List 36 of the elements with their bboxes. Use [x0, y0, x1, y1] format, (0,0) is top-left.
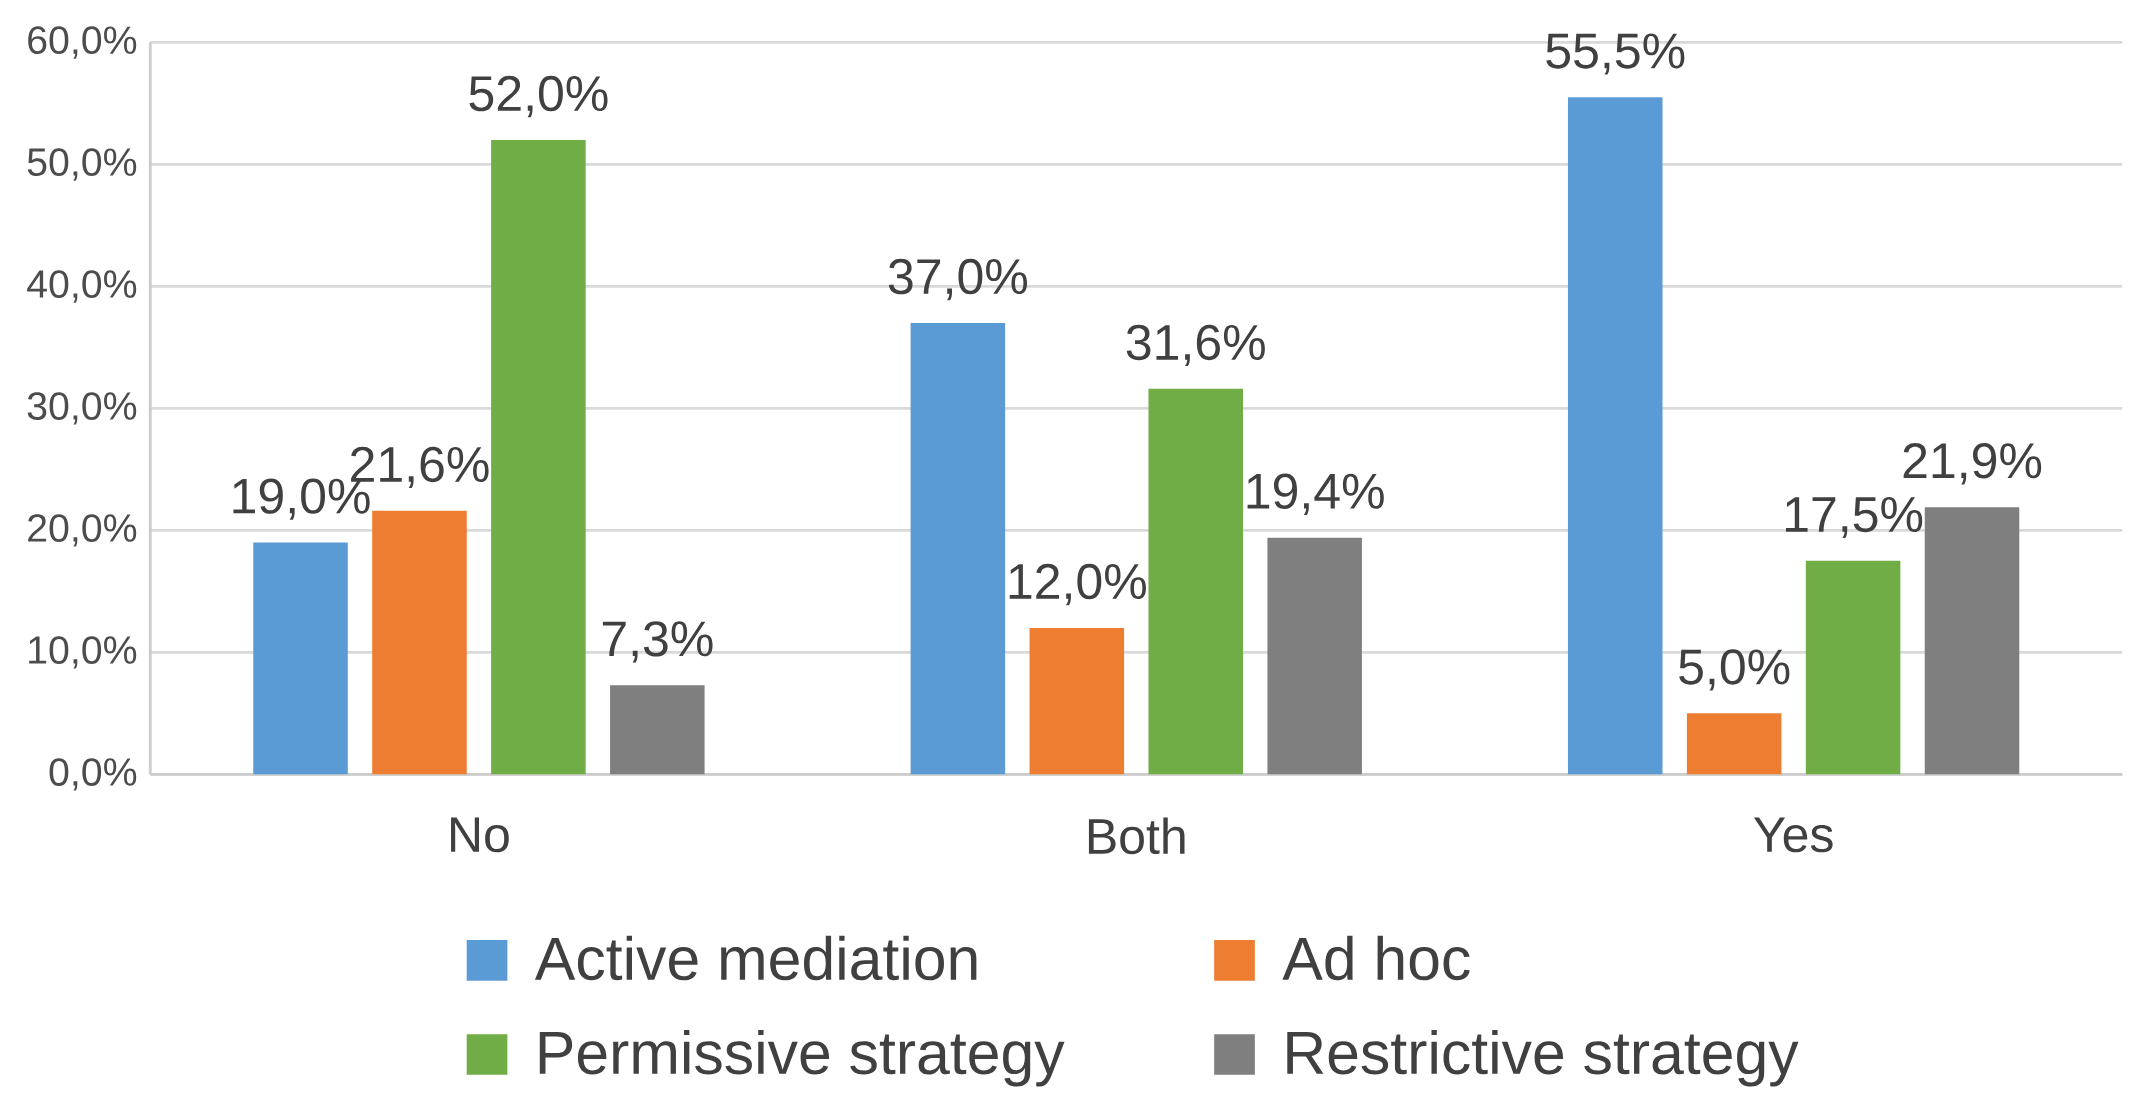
- data-label: 21,9%: [1903, 443, 2042, 485]
- x-tick-label: Both: [1088, 817, 1185, 855]
- bar: [910, 323, 1006, 775]
- y-tick-label: 20,0%: [28, 514, 137, 547]
- legend-label: Ad hoc: [1282, 935, 1470, 981]
- bar: [610, 685, 705, 775]
- data-label: 55,5%: [1546, 33, 1685, 75]
- data-label: 12,0%: [1009, 563, 1146, 606]
- bar: [1029, 628, 1125, 775]
- data-label: 7,3%: [602, 621, 713, 663]
- bar: [253, 542, 348, 775]
- bar: [1267, 537, 1362, 775]
- y-tick-label: 30,0%: [27, 392, 137, 425]
- data-label: 37,0%: [888, 258, 1027, 301]
- bar: [1805, 560, 1901, 775]
- bar: [1924, 507, 2020, 775]
- bar: [1148, 388, 1244, 775]
- data-label: 52,0%: [469, 75, 608, 118]
- data-label: 31,6%: [1126, 324, 1265, 367]
- bar: [1567, 97, 1663, 775]
- data-label: 17,5%: [1785, 497, 1923, 539]
- bar: [491, 140, 586, 775]
- legend-label: Permissive strategy: [539, 1029, 1065, 1087]
- x-tick-label: Yes: [1753, 817, 1833, 853]
- bar: [1686, 713, 1782, 775]
- y-tick-label: 10,0%: [29, 636, 137, 669]
- y-tick-label: 50,0%: [27, 148, 137, 181]
- y-tick-label: 0,0%: [49, 758, 137, 791]
- y-tick-label: 40,0%: [27, 270, 137, 303]
- bar: [372, 510, 467, 775]
- legend-label: Restrictive strategy: [1287, 1029, 1799, 1087]
- y-tick-label: 60,0%: [28, 26, 137, 59]
- data-label: 5,0%: [1679, 649, 1790, 691]
- x-tick-label: No: [451, 817, 509, 853]
- legend-label: Active mediation: [534, 935, 977, 981]
- data-label: 19,4%: [1247, 473, 1384, 515]
